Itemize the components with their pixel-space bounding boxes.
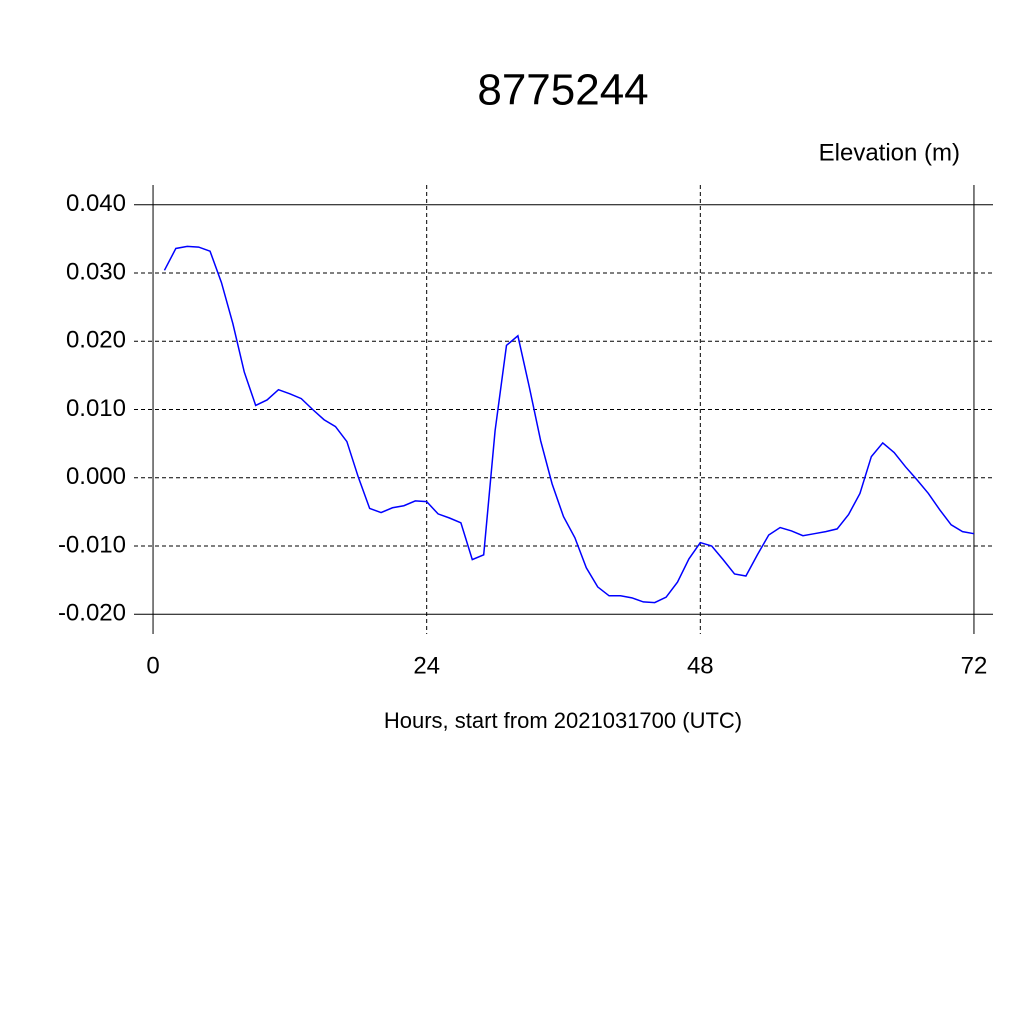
y-tick-label: -0.010: [58, 531, 126, 558]
y-axis-label: Elevation (m): [819, 139, 960, 166]
x-tick-label: 48: [687, 652, 714, 679]
y-tick-label: 0.040: [66, 190, 126, 217]
chart-title: 8775244: [477, 66, 648, 115]
y-tick-label: 0.020: [66, 327, 126, 354]
y-tick-label: -0.020: [58, 600, 126, 627]
x-tick-label: 0: [146, 652, 159, 679]
y-tick-label: 0.000: [66, 463, 126, 490]
x-tick-label: 72: [961, 652, 988, 679]
y-tick-label: 0.010: [66, 395, 126, 422]
y-tick-label: 0.030: [66, 258, 126, 285]
x-tick-label: 24: [413, 652, 440, 679]
data-line: [163, 245, 975, 604]
x-axis-label: Hours, start from 2021031700 (UTC): [384, 708, 742, 733]
